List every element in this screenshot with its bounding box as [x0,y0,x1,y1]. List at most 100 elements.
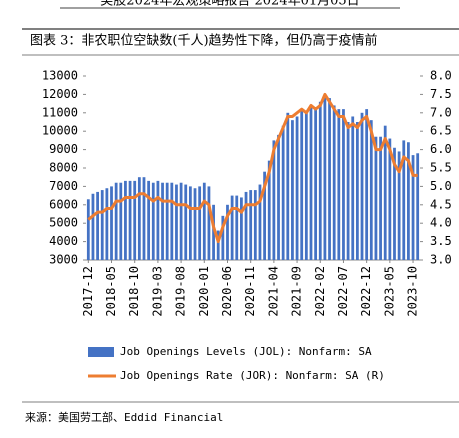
y2-tick-label: 6.5 [430,124,452,138]
bar [100,190,104,260]
x-tick-label: 2021-04 [266,266,280,317]
bar [91,193,95,260]
bar [263,171,266,260]
y-tick-label: 6000 [49,197,78,211]
bar [388,138,392,260]
bar [226,204,229,260]
y-tick-label: 5000 [49,216,78,230]
bar [86,199,90,260]
bar [323,94,327,261]
x-tick-label: 2022-12 [359,266,373,317]
y2-tick-label: 5.5 [430,161,452,175]
bar [281,125,285,261]
bar [360,112,364,260]
line [87,92,418,244]
bar [304,112,308,260]
bar [342,109,345,261]
bar [105,188,109,260]
y-tick-label: 3000 [49,253,78,267]
legend-label: Job Openings Rate (JOR): Nonfarm: SA (R) [120,369,385,382]
bar [137,177,141,260]
bar [114,182,118,260]
bar [258,184,262,260]
bar [393,147,396,260]
bar [230,195,234,260]
bar [198,186,202,260]
y2-tick-label: 6.0 [430,142,452,156]
bar [332,105,336,260]
bar [151,182,155,260]
x-tick-label: 2018-05 [104,266,118,317]
bar [184,184,188,260]
bar [165,182,169,260]
bar [295,116,299,260]
bar [110,186,113,260]
bar [411,155,415,260]
x-tick-label: 2023-05 [382,266,396,317]
y2-tick-label: 7.0 [430,105,452,119]
source: 来源：美国劳工部、Eddid Financial [25,410,223,424]
y2-tick-label: 3.5 [430,234,452,248]
x-tick-label: 2019-03 [150,266,164,317]
bar [193,188,197,260]
bar [277,134,280,260]
bar [407,142,410,260]
bar [309,105,313,260]
y2-tick-label: 4.5 [430,197,452,211]
bar [267,160,271,260]
bar [253,190,257,260]
bar [300,109,304,261]
bar [221,215,225,260]
bar [161,182,164,260]
y-tick-label: 8000 [49,161,78,175]
bar [272,140,276,260]
bar [314,107,318,260]
header-text: 美股2024年宏观策略报告 2024年01月05日 [100,0,359,9]
bar [235,195,239,260]
bar [374,136,378,260]
bar [351,116,355,260]
bar [119,182,123,260]
y-tick-label: 11000 [42,105,78,119]
x-tick-label: 2019-08 [174,266,188,317]
bar [244,191,248,260]
bar [369,120,373,260]
bar [156,180,160,260]
y2-tick-label: 5.0 [430,179,452,193]
x-tick-label: 2018-10 [127,266,141,317]
bar [397,151,401,260]
bar [318,101,322,260]
bar [249,190,253,260]
bar [416,153,420,260]
bar [328,98,331,260]
bar [355,122,359,260]
bar [286,112,290,260]
bar [188,186,192,260]
y-tick-label: 9000 [49,142,78,156]
x-tick-label: 2022-07 [336,266,350,317]
bar [216,230,220,260]
x-tick-label: 2017-12 [81,266,95,317]
bar [291,120,294,260]
bar [133,180,137,260]
bar [207,186,211,260]
legend-label: Job Openings Levels (JOL): Nonfarm: SA [120,345,372,358]
y2-tick-label: 8.0 [430,69,452,83]
x-tick-label: 2021-09 [290,266,304,317]
x-tick-label: 2020-01 [197,266,211,317]
chart-title: 图表 3：非农职位空缺数(千人)趋势性下降，但仍高于疫情前 [30,33,378,49]
y-tick-label: 10000 [42,124,78,138]
y-tick-label: 7000 [49,179,78,193]
bar [124,180,127,260]
legend-swatch [88,347,114,357]
bar [402,140,406,260]
x-tick-label: 2020-06 [220,266,234,317]
bar [147,180,151,260]
y2-tick-label: 3.0 [430,253,452,267]
bar [240,197,243,260]
bar [379,136,382,260]
y-tick-label: 13000 [42,69,78,83]
bar [179,182,183,260]
y-tick-label: 4000 [49,234,78,248]
